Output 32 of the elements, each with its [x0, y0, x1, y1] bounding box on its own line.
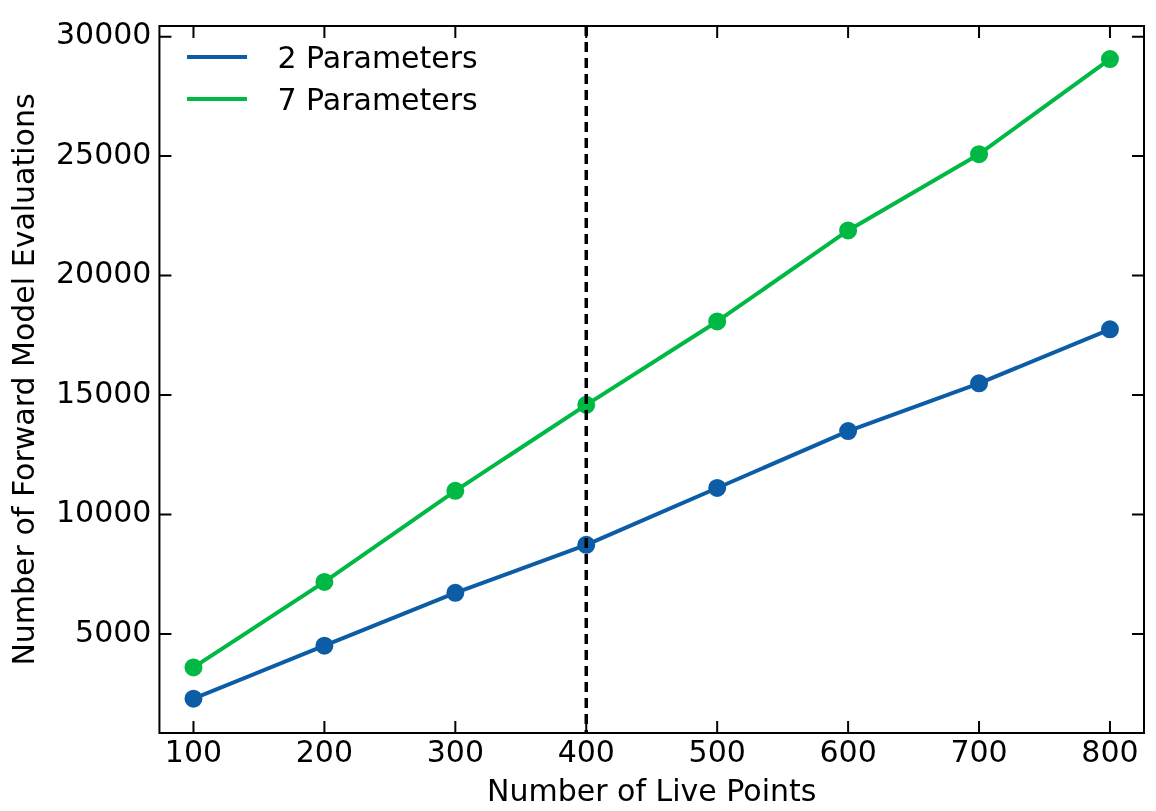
y-tick-label: 10000 [56, 494, 152, 530]
point [446, 481, 465, 500]
legend-label: 7 Parameters [277, 81, 478, 117]
point [839, 221, 858, 240]
y-tick-label: 20000 [56, 255, 152, 291]
point [970, 374, 989, 393]
point [446, 583, 465, 602]
x-tick-label: 300 [426, 733, 484, 769]
point [1100, 320, 1119, 339]
x-tick-label: 200 [295, 733, 354, 769]
x-tick-label: 100 [164, 733, 223, 769]
legend-label: 2 Parameters [277, 39, 478, 75]
y-tick-label: 5000 [75, 613, 152, 649]
x-tick-label: 600 [819, 733, 877, 769]
point [708, 312, 727, 331]
y-tick-label: 30000 [56, 16, 152, 52]
x-tick-label: 800 [1081, 733, 1139, 769]
point [1100, 50, 1119, 69]
point [184, 658, 203, 677]
x-tick-label: 700 [950, 733, 1008, 769]
point [708, 478, 727, 497]
point [315, 636, 334, 655]
x-axis-title: Number of Live Points [487, 772, 817, 808]
point [315, 572, 334, 591]
y-tick-label: 25000 [56, 135, 152, 171]
y-axis-title: Number of Forward Model Evaluations [5, 93, 41, 666]
point [839, 422, 858, 441]
x-tick-label: 500 [688, 733, 746, 769]
y-tick-label: 15000 [56, 374, 152, 410]
point [970, 145, 989, 164]
point [184, 689, 203, 708]
x-tick-label: 400 [557, 733, 615, 769]
